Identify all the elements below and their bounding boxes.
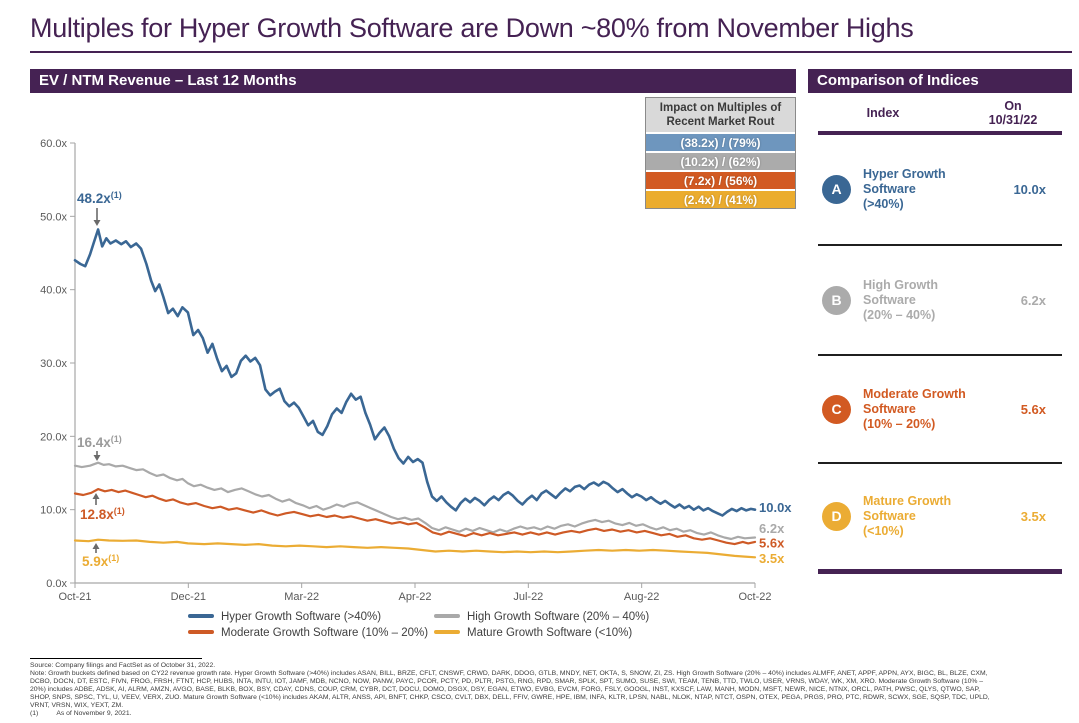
index-column-header: Index	[866, 106, 900, 120]
index-value: 10.0x	[1013, 182, 1046, 197]
x-axis-label: Jul-22	[513, 591, 543, 603]
legend-swatch	[188, 614, 214, 618]
index-name: Hyper Growth Software (>40%)	[863, 167, 981, 212]
legend-item: Moderate Growth Software (10% – 20%)	[188, 627, 434, 639]
series-end-label: 5.6x	[759, 535, 785, 550]
index-range: (<10%)	[863, 524, 904, 538]
x-axis-label: Dec-21	[171, 591, 206, 603]
row-separator	[818, 462, 1062, 464]
chart-axes: 0.0x 10.0x 20.0x 30.0x 40.0x 50.0x 60.0x Oct-21…	[40, 138, 771, 603]
y-axis-label: 20.0x	[40, 431, 67, 443]
legend-item: Hyper Growth Software (>40%)	[188, 611, 434, 623]
legend-label: High Growth Software (20% – 40%)	[467, 611, 650, 623]
legend-swatch	[434, 614, 460, 618]
footnote-block: Source: Company filings and FactSet as o…	[30, 658, 1070, 718]
impact-table-row: (7.2x) / (56%)	[646, 170, 795, 189]
impact-table-header: Impact on Multiples of Recent Market Rou…	[646, 98, 795, 132]
impact-table: Impact on Multiples of Recent Market Rou…	[645, 97, 796, 209]
footnote-line: Source: Company filings and FactSet as o…	[30, 662, 216, 669]
index-name: High Growth Software (20% – 40%)	[863, 278, 981, 323]
index-row: D Mature Growth Software (<10%) 3.5x	[808, 464, 1072, 569]
footnote-line: 20%) includes ADBE, ADSK, AI, ALRM, AMZN…	[30, 686, 980, 693]
panel-bottom-rule	[818, 569, 1062, 574]
y-axis-label: 30.0x	[40, 358, 67, 370]
x-axis-label: Apr-22	[398, 591, 431, 603]
index-value: 5.6x	[1020, 401, 1046, 417]
index-range: (10% – 20%)	[863, 416, 936, 431]
index-range: (>40%)	[863, 197, 904, 211]
y-axis-label: 10.0x	[40, 505, 67, 517]
svg-text:16.4x(1): 16.4x(1)	[77, 434, 122, 450]
legend-label: Moderate Growth Software (10% – 20%)	[221, 627, 429, 639]
impact-table-rows: (38.2x) / (79%) (10.2x) / (62%) (7.2x) / (…	[646, 132, 795, 208]
legend-item: Mature Growth Software (<10%)	[434, 627, 714, 639]
legend-label: Mature Growth Software (<10%)	[467, 627, 633, 639]
series-end-label: 3.5x	[759, 551, 785, 566]
comparison-panel: Index On 10/31/22 A Hyper Growth Software…	[808, 95, 1072, 574]
footnote-line: VRNT, VRSN, WIX, YEXT, ZM.	[30, 702, 124, 709]
date-column-header: On 10/31/22	[988, 99, 1038, 127]
index-badge: B	[822, 285, 851, 315]
section-header-left: EV / NTM Revenue – Last 12 Months	[30, 69, 796, 93]
y-axis-label: 50.0x	[40, 211, 67, 223]
index-value: 3.5x	[1020, 509, 1046, 524]
svg-text:48.2x(1): 48.2x(1)	[77, 190, 122, 206]
legend-swatch	[188, 630, 214, 634]
row-separator	[818, 354, 1062, 356]
index-badge: C	[822, 394, 851, 424]
series-line	[73, 538, 757, 559]
impact-table-row: (38.2x) / (79%)	[646, 132, 795, 151]
series-line	[73, 228, 757, 517]
footnote-lines: Source: Company filings and FactSet as o…	[30, 662, 1070, 710]
impact-table-row: (10.2x) / (62%)	[646, 151, 795, 170]
title-rule	[30, 51, 1072, 53]
index-row: C Moderate Growth Software (10% – 20%) 5.6x	[808, 356, 1072, 462]
legend-label: Hyper Growth Software (>40%)	[221, 611, 382, 623]
x-axis-label: Mar-22	[284, 591, 319, 603]
index-row: B High Growth Software (20% – 40%) 6.2x	[808, 246, 1072, 354]
series-line	[73, 461, 757, 541]
chart-legend: Hyper Growth Software (>40%) High Growth …	[188, 611, 714, 639]
peak-annotation: 5.9x(1)	[82, 543, 119, 569]
impact-table-row: (2.4x) / (41%)	[646, 189, 795, 208]
revenue-chart: 0.0x 10.0x 20.0x 30.0x 40.0x 50.0x 60.0x Oct-21…	[40, 138, 792, 603]
footnote-line: Note: Growth buckets defined based on CY…	[30, 670, 988, 677]
legend-swatch	[434, 630, 460, 634]
x-axis-label: Oct-21	[58, 591, 91, 603]
index-range: (20% – 40%)	[863, 307, 936, 322]
section-header-right: Comparison of Indices	[808, 69, 1072, 93]
index-row: A Hyper Growth Software (>40%) 10.0x	[808, 135, 1072, 244]
footnote-line: DCBO, DOCN, DT, ESTC, FIVN, FROG, FRSH, …	[30, 678, 984, 685]
footnote-line: SHOP, SNPS, SPSC, TYL, U, VEEV, VERX, ZU…	[30, 694, 990, 701]
row-separator	[818, 244, 1062, 246]
index-rows: A Hyper Growth Software (>40%) 10.0x B High G…	[808, 135, 1072, 569]
svg-text:5.9x(1): 5.9x(1)	[82, 553, 119, 569]
peak-annotation: 12.8x(1)	[80, 493, 125, 522]
series-end-label: 6.2x	[759, 521, 785, 536]
footnote-1: (1) As of November 9, 2021.	[30, 710, 132, 717]
series-end-label: 10.0x	[759, 500, 792, 515]
index-badge: A	[822, 175, 851, 204]
index-name: Mature Growth Software (<10%)	[863, 494, 981, 539]
index-value: 6.2x	[1020, 292, 1046, 308]
footnote-overline	[30, 658, 202, 659]
y-axis-label: 0.0x	[46, 578, 67, 590]
page-title: Multiples for Hyper Growth Software are …	[30, 13, 914, 43]
y-axis-label: 60.0x	[40, 138, 67, 150]
index-name: Moderate Growth Software (10% – 20%)	[863, 387, 981, 432]
legend-item: High Growth Software (20% – 40%)	[434, 611, 714, 623]
y-axis-label: 40.0x	[40, 285, 67, 297]
peak-annotation: 48.2x(1)	[77, 190, 122, 226]
index-badge: D	[822, 502, 851, 531]
x-axis-label: Aug-22	[624, 591, 659, 603]
header-rule	[818, 131, 1062, 135]
svg-text:12.8x(1): 12.8x(1)	[80, 506, 125, 522]
series-line	[73, 488, 757, 546]
comparison-header-row: Index On 10/31/22	[808, 95, 1072, 131]
x-axis-label: Oct-22	[738, 591, 771, 603]
peak-annotation: 16.4x(1)	[77, 434, 122, 461]
